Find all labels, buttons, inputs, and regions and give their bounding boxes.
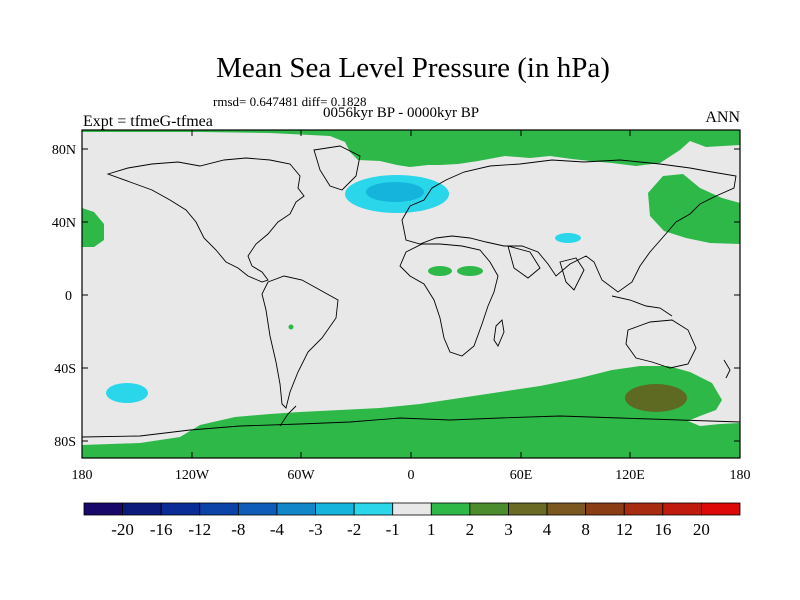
colorbar-tick-label: 1 bbox=[427, 520, 436, 539]
colorbar-swatch bbox=[315, 502, 355, 516]
colorbar-swatch bbox=[508, 502, 548, 516]
sahel-positive-region bbox=[428, 266, 452, 276]
lon-label: 60W bbox=[287, 468, 315, 483]
colorbar-swatch bbox=[392, 502, 432, 516]
colorbar-swatch bbox=[546, 502, 587, 516]
colorbar-swatch bbox=[199, 502, 239, 516]
colorbar-swatch bbox=[353, 502, 394, 516]
colorbar-tick-label: 12 bbox=[616, 520, 633, 539]
lat-tick-marks bbox=[82, 148, 740, 442]
colorbar-tick-label: 16 bbox=[654, 520, 671, 539]
north-atlantic-negative-core bbox=[366, 182, 424, 202]
colorbar-tick-label: 2 bbox=[466, 520, 475, 539]
colorbar-tick-label: -1 bbox=[386, 520, 400, 539]
colorbar-swatch bbox=[469, 502, 509, 516]
colorbar-tick-label: -20 bbox=[111, 520, 134, 539]
colorbar-tick-label: -2 bbox=[347, 520, 361, 539]
south-pacific-negative-region bbox=[106, 383, 148, 403]
colorbar-tick-label: -8 bbox=[231, 520, 245, 539]
colorbar-tick-label: -4 bbox=[270, 520, 285, 539]
colorbar-swatch bbox=[160, 502, 201, 516]
lon-label: 180 bbox=[72, 468, 93, 483]
lon-label: 180 bbox=[730, 468, 751, 483]
colorbar-swatch bbox=[430, 502, 471, 516]
colorbar-swatch bbox=[83, 502, 123, 516]
colorbar-swatch bbox=[237, 502, 278, 516]
period-text: 0056kyr BP - 0000kyr BP bbox=[323, 105, 480, 121]
colorbar-tick-label: 4 bbox=[543, 520, 552, 539]
colorbar-tick-label: -3 bbox=[308, 520, 322, 539]
colorbar-tick-label: -12 bbox=[188, 520, 211, 539]
colorbar-tick-label: -16 bbox=[150, 520, 173, 539]
expt-label: Expt = tfmeG-tfmea bbox=[83, 113, 213, 130]
stats-text: rmsd= 0.647481 diff= 0.1828 bbox=[213, 94, 367, 109]
colorbar: -20 -16 -12 -8 -4 -3 -2 -1 1 2 3 4 8 12 16 20 bbox=[83, 502, 741, 539]
lat-label: 0 bbox=[65, 289, 72, 304]
lon-label: 120E bbox=[615, 468, 645, 483]
arctic-positive-region bbox=[82, 130, 740, 167]
coastlines bbox=[82, 145, 740, 438]
southern-indian-ocean-positive-core bbox=[625, 384, 687, 412]
season-label: ANN bbox=[705, 109, 740, 126]
colorbar-swatch bbox=[701, 502, 741, 516]
colorbar-swatch bbox=[585, 502, 625, 516]
lat-label: 80N bbox=[52, 143, 76, 158]
colorbar-swatch bbox=[276, 502, 316, 516]
andes-positive-dot bbox=[288, 324, 294, 330]
lat-label: 40N bbox=[52, 216, 76, 231]
lon-tick-marks bbox=[81, 130, 741, 458]
lon-label: 60E bbox=[510, 468, 533, 483]
map-title: Mean Sea Level Pressure (in hPa) bbox=[216, 52, 610, 84]
lat-label: 80S bbox=[54, 435, 76, 450]
colorbar-swatch bbox=[623, 502, 664, 516]
northeast-asia-positive-region bbox=[648, 174, 740, 244]
colorbar-tick-label: 3 bbox=[504, 520, 513, 539]
lat-label: 40S bbox=[54, 362, 76, 377]
west-edge-positive-region bbox=[82, 208, 104, 247]
colorbar-tick-label: 8 bbox=[581, 520, 590, 539]
sahel-positive-region bbox=[457, 266, 483, 276]
southern-ocean-positive-region bbox=[82, 366, 740, 458]
colorbar-tick-label: 20 bbox=[693, 520, 710, 539]
lon-label: 120W bbox=[175, 468, 210, 483]
colorbar-swatch bbox=[122, 502, 162, 516]
lon-label: 0 bbox=[408, 468, 415, 483]
pressure-anomaly-fields bbox=[82, 130, 740, 458]
colorbar-swatch bbox=[662, 502, 702, 516]
central-asia-negative-region bbox=[555, 233, 581, 243]
